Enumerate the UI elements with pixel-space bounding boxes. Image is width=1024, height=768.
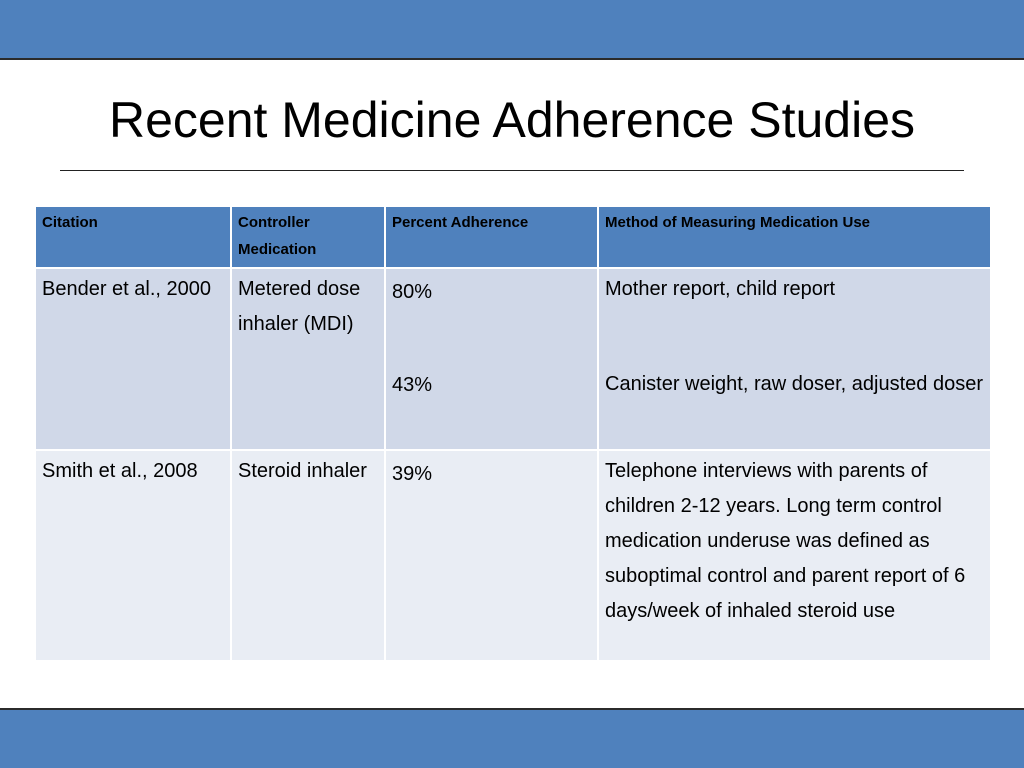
spacer (605, 307, 984, 367)
slide-title: Recent Medicine Adherence Studies (108, 92, 916, 148)
method-text: Canister weight, raw doser, adjusted dos… (605, 373, 983, 395)
cell-citation: Bender et al., 2000 (34, 267, 232, 451)
adherence-value: 39% (392, 463, 433, 485)
header-citation: Citation (34, 205, 232, 269)
cell-adherence: 80% 43% (384, 267, 599, 451)
cell-medication: Metered dose inhaler (MDI) (230, 267, 386, 451)
table-row: Smith et al., 2008 Steroid inhaler 39% T… (34, 449, 992, 662)
studies-table: Citation Controller Medication Percent A… (34, 205, 992, 662)
header-percent-adherence: Percent Adherence (384, 205, 599, 269)
header-controller-medication: Controller Medication (230, 205, 386, 269)
header-method: Method of Measuring Medication Use (597, 205, 992, 269)
cell-method: Mother report, child report Canister wei… (597, 267, 992, 451)
cell-adherence: 39% (384, 449, 599, 662)
cell-citation: Smith et al., 2008 (34, 449, 232, 662)
table-row: Bender et al., 2000 Metered dose inhaler… (34, 267, 992, 451)
cell-medication: Steroid inhaler (230, 449, 386, 662)
title-divider (60, 170, 964, 171)
adherence-value: 43% (392, 374, 433, 396)
adherence-value: 80% (392, 281, 433, 303)
top-banner (0, 0, 1024, 60)
table-header-row: Citation Controller Medication Percent A… (34, 205, 992, 269)
cell-method: Telephone interviews with parents of chi… (597, 449, 992, 662)
method-text: Mother report, child report (605, 278, 836, 300)
bottom-banner (0, 708, 1024, 768)
spacer (392, 310, 591, 368)
